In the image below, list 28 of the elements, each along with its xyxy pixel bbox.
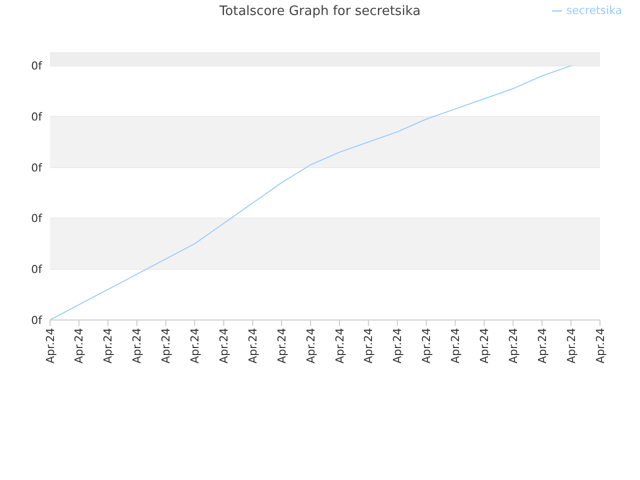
chart-title: Totalscore Graph for secretsika (219, 4, 421, 19)
x-tick-label: Apr.24 (594, 328, 607, 364)
text: 0f (31, 60, 44, 73)
text: 0f (31, 110, 44, 124)
x-tick-label: Apr.24 (275, 328, 288, 364)
x-tick-label: Apr.24 (420, 328, 434, 364)
x-tick-label: Apr.24 (449, 328, 462, 364)
x-tick-label: Apr.24 (217, 328, 230, 364)
text: 0f (31, 161, 44, 174)
x-tick-label: Apr.24 (536, 328, 549, 364)
x-tick-label: Apr.24 (564, 328, 578, 364)
x-tick-label: Apr.24 (391, 328, 404, 364)
text: 0f (31, 212, 44, 226)
x-tick-label: Apr.24 (72, 328, 86, 364)
x-tick-label: Apr.24 (246, 328, 260, 364)
x-tick-label: Apr.24 (362, 328, 376, 364)
x-tick-label: Apr.24 (304, 328, 318, 364)
x-tick-label: Apr.24 (478, 328, 492, 364)
x-tick-label: Apr.24 (188, 328, 202, 364)
text: 0f (31, 314, 44, 327)
x-tick-label: Apr.24 (506, 328, 520, 364)
text: 0f (31, 263, 44, 276)
x-tick-label: Apr.24 (333, 328, 346, 364)
legend-label: secretsika (566, 4, 622, 17)
x-tick-label: Apr.24 (160, 328, 173, 364)
x-tick-label: Apr.24 (44, 328, 57, 364)
x-tick-label: Apr.24 (102, 328, 115, 364)
x-tick-label: Apr.24 (130, 328, 144, 364)
